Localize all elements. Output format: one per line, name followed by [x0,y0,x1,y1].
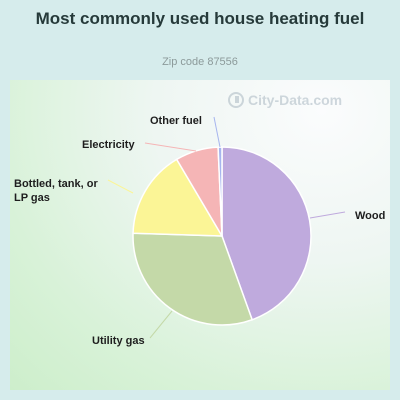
chart-title: Most commonly used house heating fuel [35,9,365,28]
leader-line-electricity [144,142,197,152]
slice-label-other-fuel: Other fuel [150,115,202,127]
pie-slice-bottled-tank-or-lp-gas [132,158,224,237]
watermark-text: City-Data.com [248,92,343,108]
pie-slice-wood [221,146,312,321]
slice-label-electricity: Electricity [82,139,135,151]
leader-line-other-fuel [213,116,221,148]
chart-subtitle: Zip code 87556 [162,56,238,68]
pie-slice-utility-gas [132,232,254,326]
leader-line-wood [309,211,346,219]
leader-line-bottled-tank-or-lp-gas [107,179,134,194]
slice-label-bottled-tank-or-lp-gas: Bottled, tank, or LP gas [14,178,98,204]
city-data-logo-icon [228,92,244,108]
pie-slice-other-fuel [217,146,223,237]
slice-label-wood: Wood [355,210,385,222]
leader-line-utility-gas [149,310,173,339]
watermark: City-Data.com [228,92,342,108]
slice-label-utility-gas: Utility gas [92,335,145,347]
